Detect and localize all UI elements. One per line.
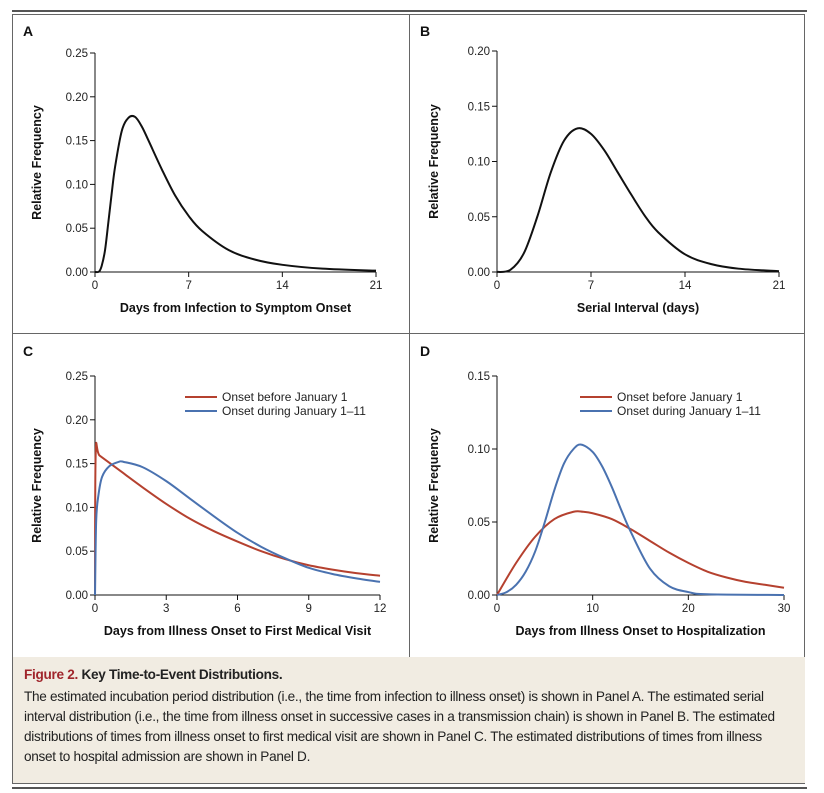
x-tick-label: 7 — [185, 280, 191, 292]
y-tick-label: 0.10 — [66, 179, 88, 191]
chart-b: B 0.00 0.05 0.10 0.15 0.20 0 7 14 21 Serial Interv… — [420, 23, 786, 315]
y-tick-label: 0.05 — [468, 517, 490, 529]
panel-d: D 0.00 0.05 0.10 0.15 0 10 20 30 Days from Illnes… — [410, 334, 805, 657]
caption-body: The estimated incubation period distribu… — [24, 689, 775, 764]
panel-letter: C — [23, 343, 33, 359]
y-tick-label: 0.20 — [66, 92, 88, 104]
x-tick-label: 0 — [494, 603, 500, 615]
x-tick-label: 0 — [92, 280, 98, 292]
legend-label: Onset before January 1 — [222, 390, 348, 404]
x-tick-label: 6 — [234, 603, 240, 615]
y-tick-label: 0.10 — [468, 444, 490, 456]
y-tick-label: 0.05 — [66, 223, 88, 235]
y-axis-label: Relative Frequency — [30, 105, 44, 220]
x-tick-label: 21 — [773, 280, 786, 292]
y-tick-label: 0.20 — [66, 415, 88, 427]
series-line-1 — [94, 460, 381, 596]
panel-b: B 0.00 0.05 0.10 0.15 0.20 0 7 14 21 Serial Interv… — [410, 14, 805, 334]
x-tick-label: 21 — [370, 280, 383, 292]
series-line-0 — [496, 510, 785, 596]
panel-a: A 0.00 0.05 0.10 0.15 0.20 0.25 0 7 14 21 Days from… — [13, 14, 410, 334]
bottom-rule — [12, 787, 807, 789]
x-tick-label: 30 — [778, 603, 791, 615]
figure-frame — [12, 14, 805, 784]
x-tick-label: 14 — [276, 280, 289, 292]
x-tick-label: 20 — [682, 603, 695, 615]
y-tick-label: 0.15 — [468, 101, 490, 113]
series-line-main — [496, 127, 780, 273]
y-tick-label: 0.00 — [66, 267, 88, 279]
y-tick-label: 0.15 — [468, 371, 490, 383]
legend-label: Onset during January 1–11 — [617, 404, 761, 418]
y-tick-label: 0.00 — [66, 590, 88, 602]
x-tick-label: 14 — [679, 280, 692, 292]
y-tick-label: 0.20 — [468, 46, 490, 58]
caption-title-line: Figure 2. Key Time-to-Event Distribution… — [24, 665, 794, 685]
y-axis-label: Relative Frequency — [427, 428, 441, 543]
y-axis-label: Relative Frequency — [427, 104, 441, 219]
y-tick-label: 0.00 — [468, 267, 490, 279]
x-axis-label: Serial Interval (days) — [577, 301, 699, 315]
y-tick-label: 0.25 — [66, 371, 88, 383]
y-tick-label: 0.15 — [66, 136, 88, 148]
y-tick-label: 0.10 — [468, 157, 490, 169]
y-axis-label: Relative Frequency — [30, 428, 44, 543]
caption-title: Key Time-to-Event Distributions. — [81, 667, 283, 682]
x-tick-label: 12 — [374, 603, 387, 615]
x-tick-label: 3 — [163, 603, 169, 615]
panel-letter: B — [420, 23, 430, 39]
legend-label: Onset during January 1–11 — [222, 404, 366, 418]
panel-c: C 0.00 0.05 0.10 0.15 0.20 0.25 0 3 6 9 12 Days from… — [13, 334, 410, 657]
y-tick-label: 0.05 — [468, 212, 490, 224]
series-line-1 — [496, 443, 785, 596]
y-tick-label: 0.15 — [66, 459, 88, 471]
x-tick-label: 7 — [588, 280, 594, 292]
series-line-0 — [94, 441, 381, 596]
y-tick-label: 0.25 — [66, 48, 88, 60]
x-tick-label: 0 — [92, 603, 98, 615]
y-tick-label: 0.05 — [66, 546, 88, 558]
y-tick-label: 0.00 — [468, 590, 490, 602]
panel-letter: A — [23, 23, 33, 39]
figure-label: Figure 2. — [24, 667, 78, 682]
x-axis-label: Days from Illness Onset to First Medical… — [104, 624, 372, 638]
chart-a: A 0.00 0.05 0.10 0.15 0.20 0.25 0 7 14 21 Days from… — [23, 23, 383, 315]
x-tick-label: 9 — [306, 603, 312, 615]
x-axis-label: Days from Infection to Symptom Onset — [120, 301, 352, 315]
chart-d: D 0.00 0.05 0.10 0.15 0 10 20 30 Days from Illnes… — [420, 343, 791, 638]
x-axis-label: Days from Illness Onset to Hospitalizati… — [515, 624, 765, 638]
top-rule — [12, 10, 807, 12]
figure-caption: Figure 2. Key Time-to-Event Distribution… — [13, 657, 805, 783]
x-tick-label: 10 — [586, 603, 599, 615]
x-tick-label: 0 — [494, 280, 500, 292]
series-line-main — [94, 114, 377, 274]
legend-label: Onset before January 1 — [617, 390, 743, 404]
panel-letter: D — [420, 343, 430, 359]
y-tick-label: 0.10 — [66, 502, 88, 514]
